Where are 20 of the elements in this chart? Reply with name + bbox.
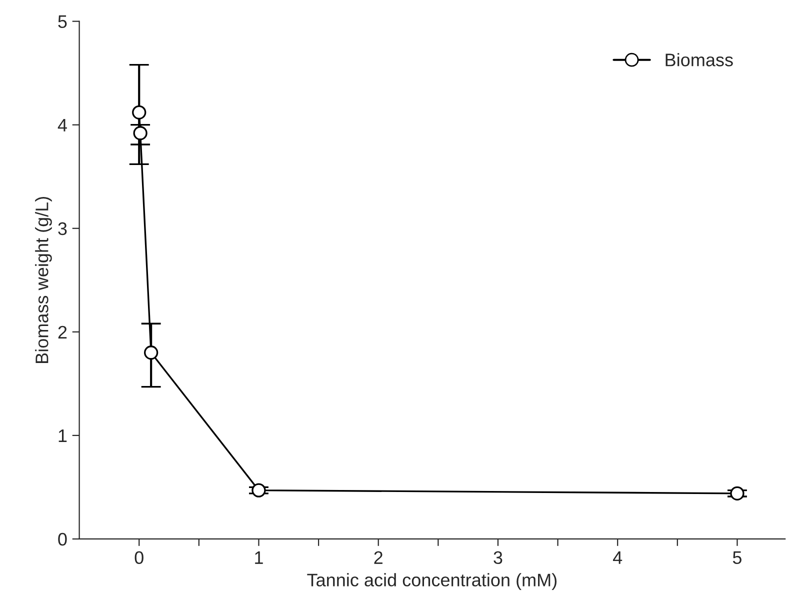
point <box>252 483 266 498</box>
y-axis-title: Biomass weight (g/L) <box>35 196 52 363</box>
x-tick-label: 1 <box>255 551 263 564</box>
x-tick-label: 2 <box>374 551 382 564</box>
y-tick-label: 0 <box>58 532 67 546</box>
x-tick-label: 5 <box>732 551 742 564</box>
point <box>132 105 146 120</box>
y-tick-label: 5 <box>58 15 67 28</box>
point <box>133 126 148 140</box>
y-tick-label: 2 <box>58 326 67 338</box>
x-tick-label: 0 <box>134 551 144 564</box>
legend-label: Biomass <box>666 53 733 66</box>
y-tick-label: 1 <box>58 430 67 442</box>
y-tick-label: 4 <box>58 118 67 132</box>
y-tick-label: 3 <box>58 222 67 236</box>
point <box>144 346 158 360</box>
point <box>730 486 744 500</box>
x-tick-label: 3 <box>494 551 502 564</box>
x-axis-title: Tannic acid concentration (mM) <box>307 573 557 590</box>
x-tick-label: 4 <box>612 551 622 564</box>
